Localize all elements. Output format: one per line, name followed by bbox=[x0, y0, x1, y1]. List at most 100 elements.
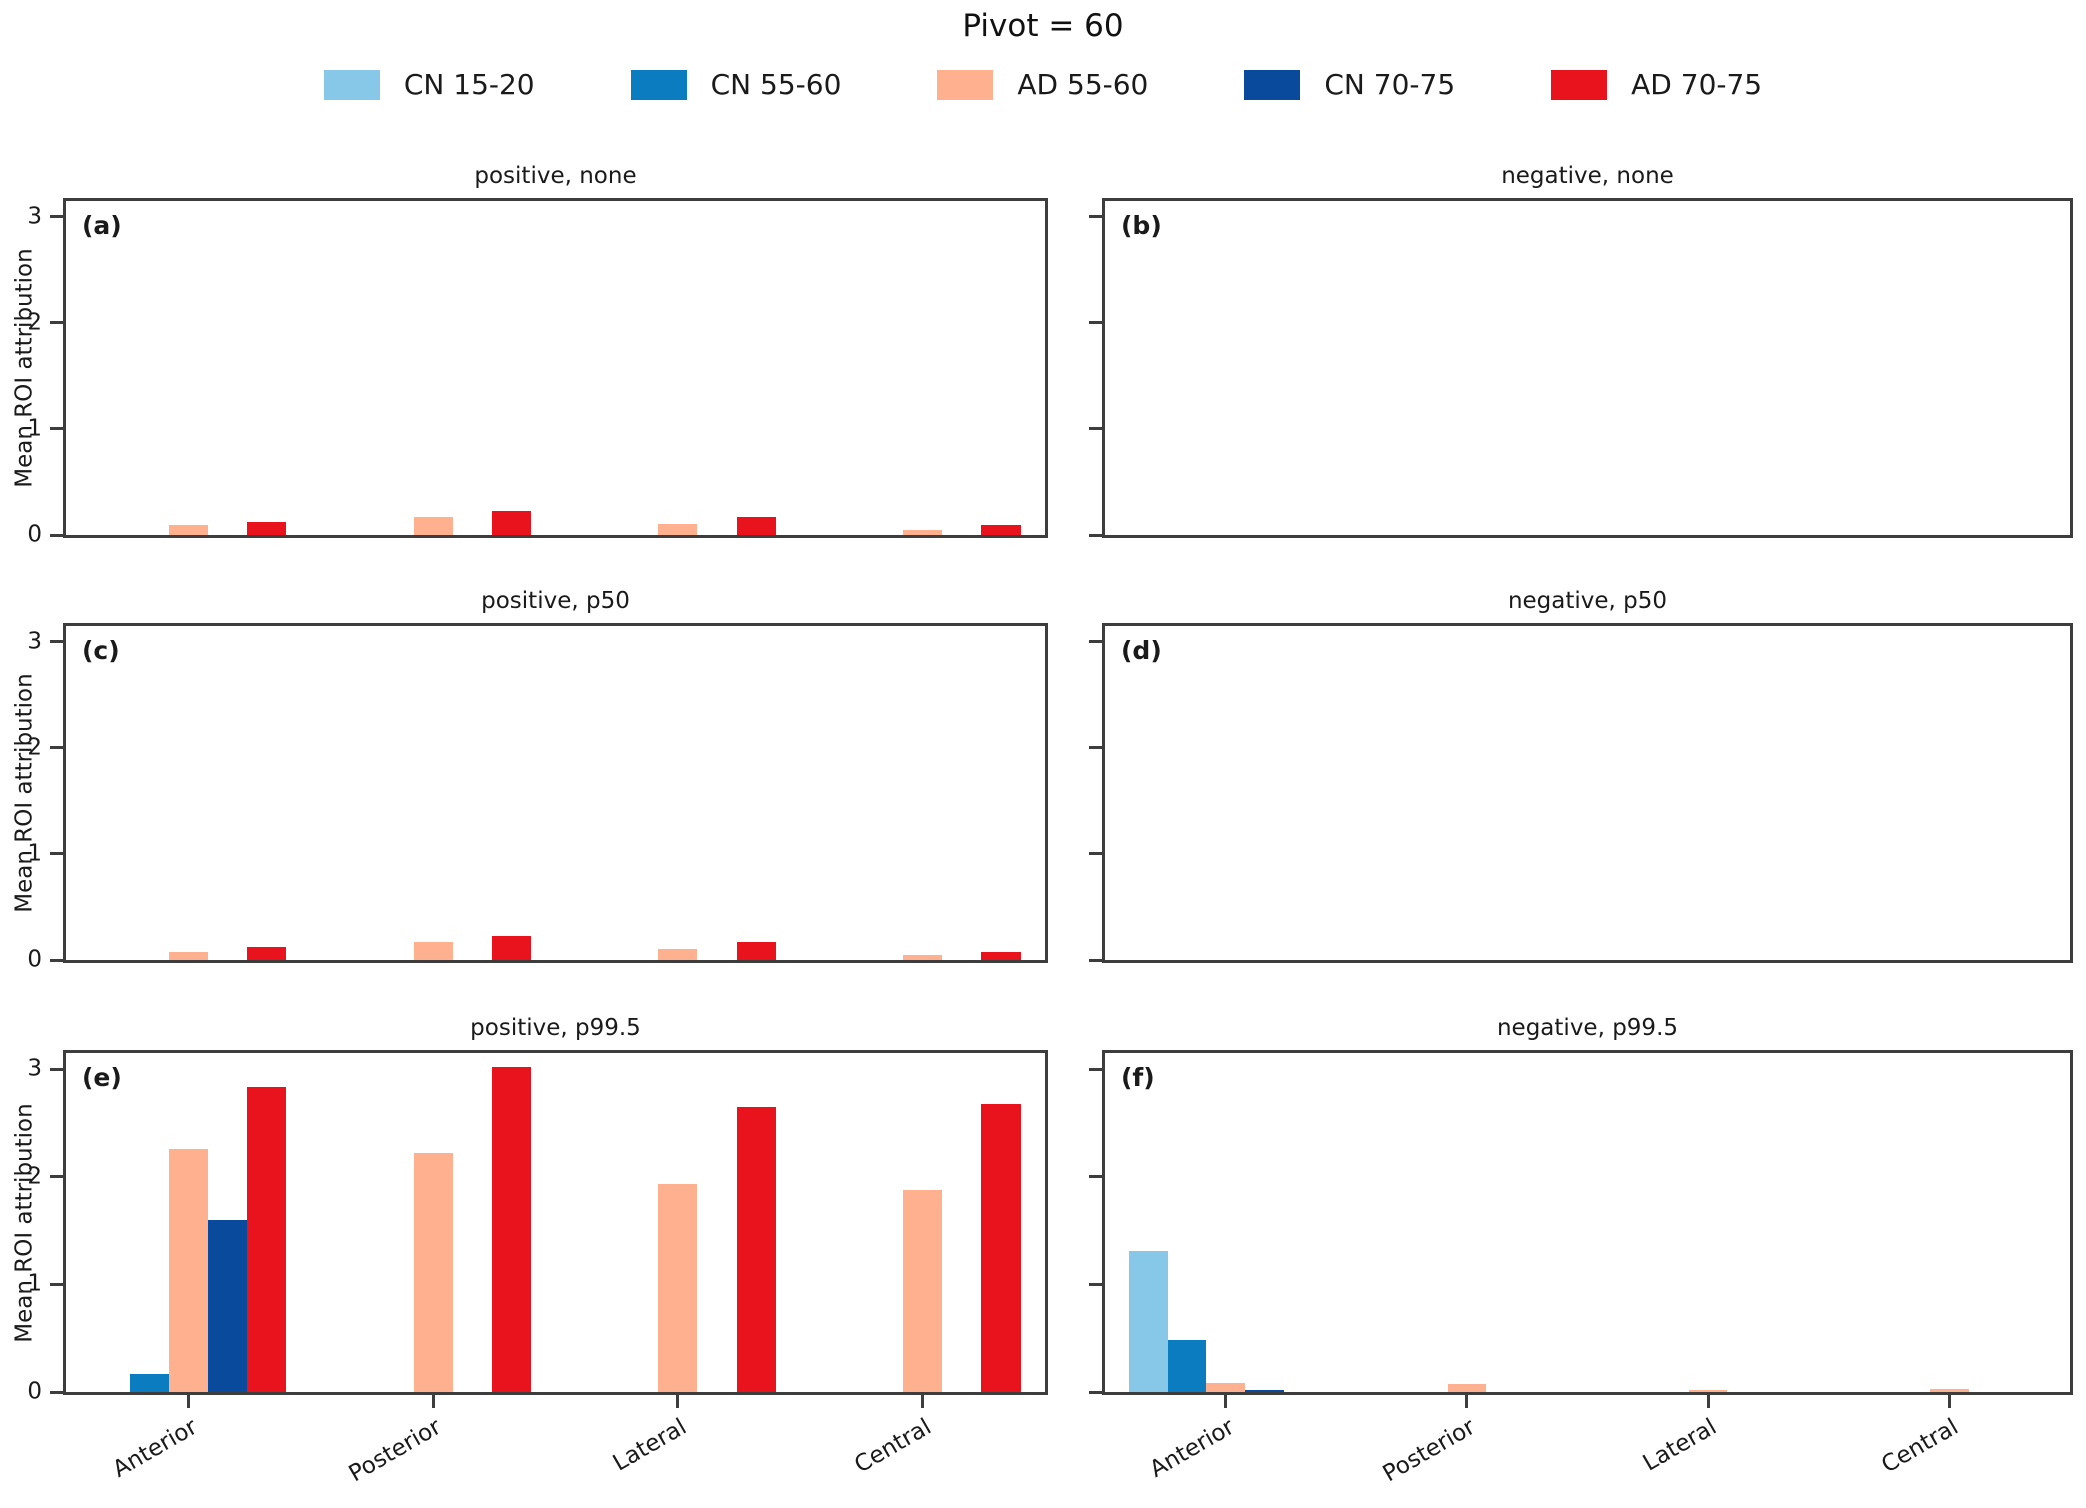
bar-ad-55-60-posterior bbox=[413, 1153, 453, 1392]
legend-swatch-icon bbox=[937, 69, 994, 100]
bar-ad-55-60-central bbox=[903, 954, 943, 960]
x-tick-mark bbox=[921, 1395, 925, 1408]
bar-ad-55-60-central bbox=[1930, 1388, 1969, 1392]
y-tick-label: 1 bbox=[27, 1270, 42, 1297]
bar-ad-55-60-lateral bbox=[658, 524, 698, 535]
y-tick-mark bbox=[50, 640, 63, 644]
y-tick-mark bbox=[1089, 1067, 1102, 1071]
legend-swatch-icon bbox=[1244, 69, 1301, 100]
subplot-c: positive, p50 (c) 0 1 2 3 bbox=[27, 588, 1048, 971]
bar-ad-70-75-posterior bbox=[491, 935, 532, 960]
y-tick-label: 0 bbox=[27, 946, 42, 973]
panel-letter: (e) bbox=[82, 1063, 122, 1092]
legend-swatch-icon bbox=[1551, 69, 1608, 100]
y-axis-label: Mean ROI attribution bbox=[8, 1050, 42, 1395]
panel-letter: (d) bbox=[1121, 636, 1162, 665]
x-tick-mark bbox=[1706, 1395, 1710, 1408]
legend-entry-cn-70-75: CN 70-75 bbox=[1244, 68, 1455, 101]
x-tick-label-anterior: Anterior bbox=[107, 1414, 202, 1483]
x-tick-label-anterior: Anterior bbox=[1145, 1414, 1239, 1483]
y-tick-mark bbox=[1089, 1282, 1102, 1286]
legend-label: CN 15-20 bbox=[403, 68, 535, 101]
y-tick-mark bbox=[50, 1390, 63, 1394]
bar-cn-55-60-anterior bbox=[1167, 1340, 1207, 1392]
bar-ad-70-75-central bbox=[981, 525, 1021, 535]
bar-cn-70-75-anterior bbox=[207, 1219, 248, 1392]
subplot-d: negative, p50 (d) bbox=[1089, 588, 2073, 963]
x-tick-mark bbox=[1224, 1395, 1228, 1408]
y-tick-mark bbox=[1089, 321, 1102, 325]
x-tick-label-central: Central bbox=[1876, 1414, 1963, 1479]
y-tick-mark bbox=[1089, 1390, 1102, 1394]
legend-label: AD 55-60 bbox=[1017, 68, 1149, 101]
legend-entry-cn-15-20: CN 15-20 bbox=[323, 68, 535, 101]
y-tick-label: 2 bbox=[27, 309, 42, 336]
y-tick-mark bbox=[1089, 852, 1102, 856]
subplot-title: negative, none bbox=[1501, 163, 1674, 189]
legend-label: CN 55-60 bbox=[710, 68, 842, 101]
bar-ad-55-60-lateral bbox=[658, 949, 698, 960]
y-tick-label: 0 bbox=[27, 1378, 42, 1405]
bar-ad-55-60-posterior bbox=[413, 941, 453, 960]
y-tick-mark bbox=[50, 533, 63, 537]
legend-swatch-icon bbox=[630, 69, 687, 100]
y-axis-label: Mean ROI attribution bbox=[8, 198, 42, 538]
x-tick-mark bbox=[1465, 1395, 1469, 1408]
bar-ad-70-75-anterior bbox=[247, 522, 287, 535]
y-tick-mark bbox=[1089, 215, 1102, 219]
y-tick-label: 2 bbox=[27, 1163, 42, 1190]
y-axis-label-text: Mean ROI attribution bbox=[12, 673, 38, 913]
y-tick-mark bbox=[1089, 746, 1102, 750]
y-tick-label: 1 bbox=[27, 415, 42, 442]
subplot-title: negative, p50 bbox=[1507, 588, 1668, 614]
bar-ad-55-60-anterior bbox=[1206, 1383, 1245, 1392]
bar-ad-70-75-central bbox=[981, 1103, 1021, 1392]
panel-letter: (b) bbox=[1121, 211, 1162, 240]
x-tick-mark bbox=[1947, 1395, 1951, 1408]
bar-ad-55-60-anterior bbox=[168, 951, 208, 960]
legend-entry-cn-55-60: CN 55-60 bbox=[630, 68, 842, 101]
subplot-f: negative, p99.5 (f) Anterior Posterior Later… bbox=[1089, 1015, 2073, 1487]
x-tick-mark bbox=[431, 1395, 435, 1408]
y-tick-label: 3 bbox=[27, 203, 42, 230]
subplot-a: positive, none (a) 0 1 2 3 bbox=[27, 163, 1048, 546]
subplot-title: positive, none bbox=[474, 163, 637, 189]
y-tick-mark bbox=[50, 1282, 63, 1286]
bar-cn-55-60-anterior bbox=[129, 1373, 169, 1392]
y-tick-mark bbox=[50, 1067, 63, 1071]
y-tick-mark bbox=[1089, 533, 1102, 537]
y-axis-label-text: Mean ROI attribution bbox=[12, 248, 38, 488]
y-axis-label: Mean ROI attribution bbox=[8, 623, 42, 963]
y-tick-mark bbox=[50, 852, 63, 856]
subplot-title: positive, p99.5 bbox=[470, 1015, 641, 1041]
y-tick-label: 0 bbox=[27, 521, 42, 548]
x-tick-label-central: Central bbox=[850, 1414, 936, 1479]
bar-ad-55-60-central bbox=[903, 1189, 943, 1392]
bar-ad-70-75-anterior bbox=[247, 1087, 287, 1392]
x-tick-mark bbox=[676, 1395, 680, 1408]
bar-ad-70-75-lateral bbox=[736, 941, 776, 960]
bar-ad-55-60-posterior bbox=[413, 516, 453, 535]
y-tick-mark bbox=[50, 958, 63, 962]
y-tick-mark bbox=[50, 321, 63, 325]
legend-label: CN 70-75 bbox=[1324, 68, 1456, 101]
bar-ad-70-75-posterior bbox=[491, 510, 532, 535]
bar-cn-15-20-anterior bbox=[1129, 1251, 1168, 1392]
bar-ad-55-60-central bbox=[903, 529, 943, 535]
panel-letter: (c) bbox=[82, 636, 120, 665]
y-tick-label: 3 bbox=[27, 628, 42, 655]
bar-ad-70-75-central bbox=[981, 951, 1021, 960]
subplot-b: negative, none (b) bbox=[1089, 163, 2073, 538]
y-tick-mark bbox=[1089, 427, 1102, 431]
legend-entry-ad-70-75: AD 70-75 bbox=[1551, 68, 1762, 101]
y-tick-label: 2 bbox=[27, 734, 42, 761]
x-tick-label-posterior: Posterior bbox=[345, 1414, 447, 1488]
subplot-e: positive, p99.5 (e) 0 1 2 3 Anterior Posterior L… bbox=[27, 1015, 1048, 1487]
bar-ad-70-75-posterior bbox=[491, 1067, 532, 1392]
legend-label: AD 70-75 bbox=[1631, 68, 1763, 101]
legend: CN 15-20 CN 55-60 AD 55-60 CN 70-75 AD 70-75 bbox=[0, 68, 2086, 101]
bar-cn-70-75-anterior bbox=[1244, 1389, 1284, 1392]
bar-ad-55-60-posterior bbox=[1447, 1384, 1487, 1392]
bar-ad-55-60-anterior bbox=[168, 1148, 208, 1392]
